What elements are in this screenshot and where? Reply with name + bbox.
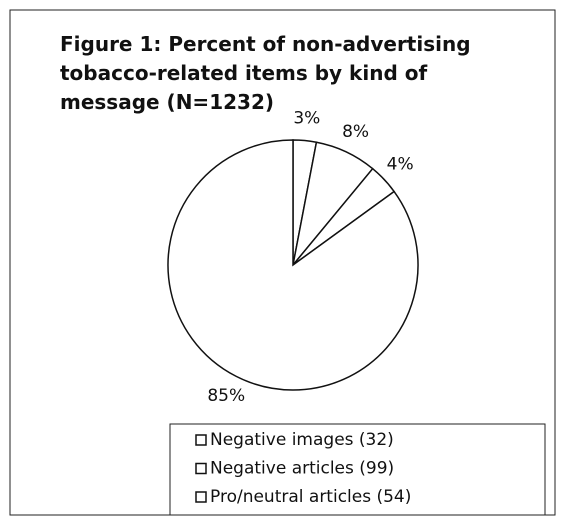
legend-label: Negative articles (99) — [210, 459, 394, 479]
legend-swatch — [195, 462, 207, 475]
legend-box — [169, 423, 546, 516]
chart-title: Figure 1: Percent of non-advertising toba… — [60, 32, 471, 114]
legend-swatch — [195, 491, 207, 503]
data-label: 8% — [342, 122, 369, 142]
data-label: 4% — [387, 154, 414, 174]
data-label: 85% — [207, 386, 245, 406]
legend-label: Pro/neutral articles (54) — [210, 487, 411, 507]
pie-slice — [167, 139, 419, 391]
legend-label: Negative images (32) — [210, 430, 394, 450]
legend-swatch — [195, 434, 207, 446]
data-label: 3% — [293, 109, 320, 129]
